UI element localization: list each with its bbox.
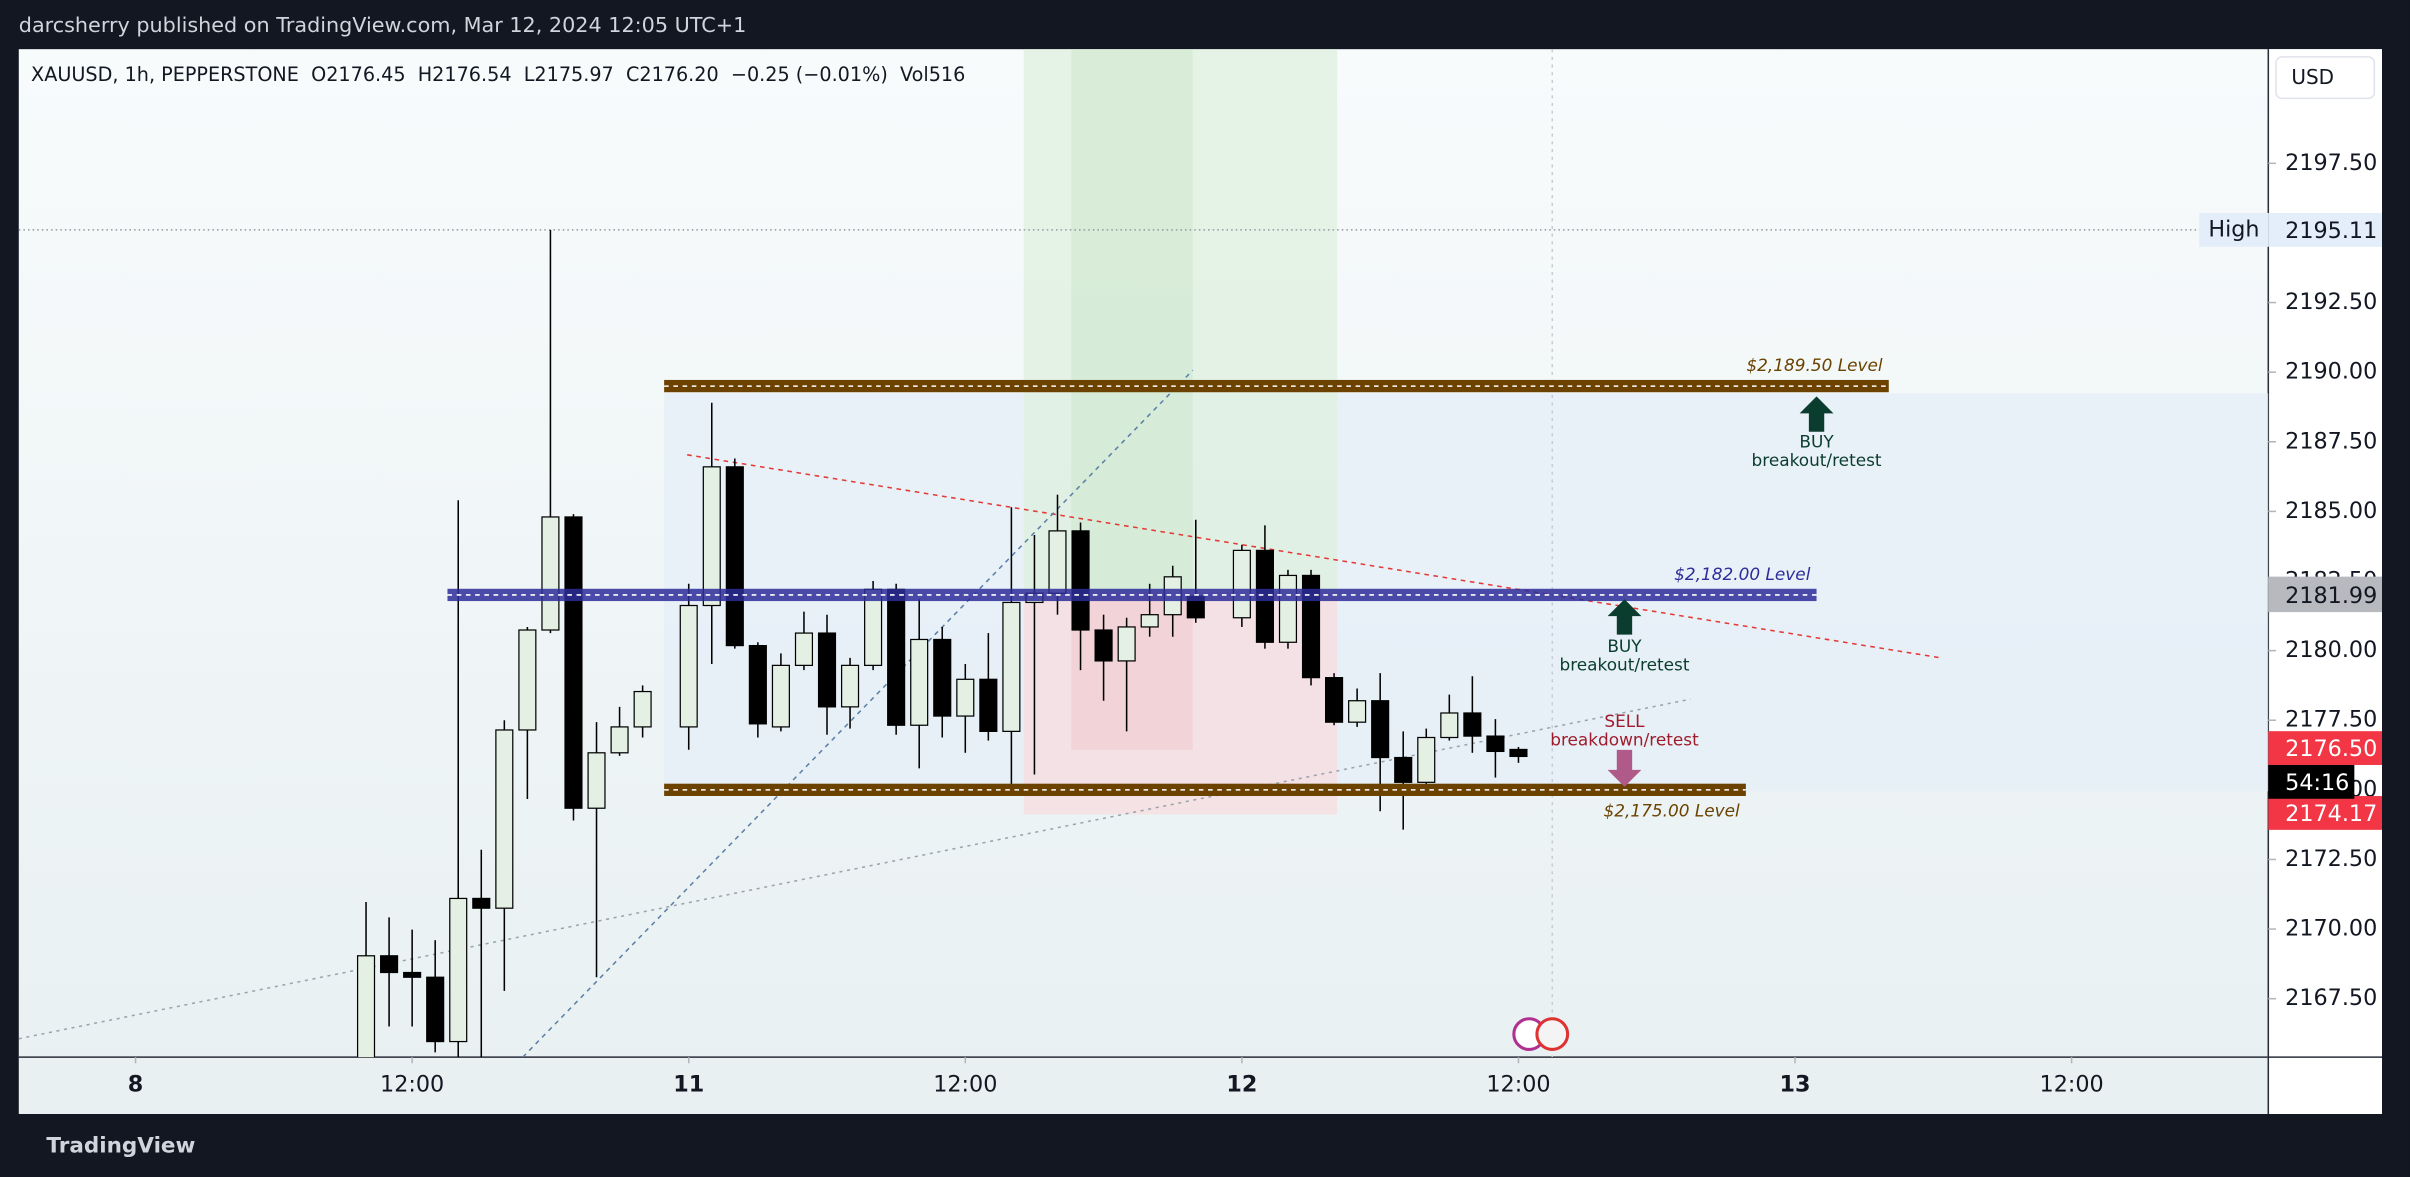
candle-body [518, 629, 537, 731]
candle-body [887, 588, 906, 726]
candle-body [1463, 712, 1482, 737]
price-marker-label: 2174.17 [2285, 801, 2377, 827]
trendline [18, 698, 1691, 1040]
candle-body [1417, 736, 1436, 783]
candle-body [633, 690, 652, 728]
countdown: 54:16 [2285, 770, 2349, 796]
candle-body [1371, 700, 1390, 759]
candle-body [426, 976, 445, 1043]
candle-body [794, 632, 814, 666]
x-tick-label: 12:00 [1486, 1071, 1550, 1097]
candle-body [933, 638, 952, 717]
candle-body [1140, 614, 1159, 628]
price-tag [2199, 212, 2269, 247]
level-label: $2,182.00 Level [1674, 564, 1811, 584]
candle-body [817, 632, 837, 708]
price-marker-label: 2195.11 [2285, 218, 2377, 244]
candle-body [725, 466, 744, 647]
x-tick-label: 8 [128, 1071, 144, 1097]
price-marker [2268, 212, 2382, 247]
price-marker [2268, 578, 2382, 613]
candle-body [1002, 601, 1021, 732]
event-icon [1535, 1017, 1570, 1052]
level-label: $2,175.00 Level [1604, 800, 1741, 820]
x-tick-label: 12:00 [2040, 1071, 2104, 1097]
candle-body [587, 752, 606, 809]
annotation-title: BUY [1607, 636, 1642, 656]
candle-body [910, 638, 929, 726]
price-marker [2268, 731, 2382, 765]
x-tick-label: 11 [673, 1071, 704, 1097]
candle-body [403, 971, 422, 978]
candle-body [1509, 748, 1528, 758]
candle-body [840, 664, 860, 708]
annotation-arrow [1799, 396, 1834, 432]
candle-body [956, 678, 975, 717]
y-tick-label: 2180.00 [2285, 637, 2377, 663]
annotation-text: breakout/retest [1752, 450, 1882, 470]
annotation-arrow [1607, 749, 1642, 787]
candle-body [979, 678, 998, 732]
annotation-title: BUY [1799, 432, 1834, 452]
y-tick-label: 2177.50 [2285, 707, 2377, 733]
level-label: $2,189.50 Level [1746, 355, 1883, 375]
candle-body [1440, 712, 1459, 739]
candle-body [472, 897, 491, 909]
candle-body [1117, 626, 1136, 662]
y-tick-label: 2190.00 [2285, 359, 2377, 385]
annotation-arrow [1607, 599, 1642, 635]
candle-body [1232, 549, 1251, 619]
candle-body [610, 726, 629, 754]
x-tick-label: 13 [1780, 1071, 1811, 1097]
y-tick-label: 2192.50 [2285, 289, 2377, 315]
brand: TradingView [46, 1133, 195, 1158]
y-tick-label: 2167.50 [2285, 985, 2377, 1011]
x-tick-label: 12 [1226, 1071, 1257, 1097]
price-marker-label: 2176.50 [2285, 736, 2377, 762]
candle-body [702, 466, 721, 607]
candle-body [541, 516, 560, 631]
candle-body [1325, 677, 1344, 723]
currency-button[interactable] [2275, 56, 2376, 100]
y-tick-label: 2187.50 [2285, 428, 2377, 454]
annotation-text: breakdown/retest [1550, 730, 1699, 750]
price-marker [2268, 796, 2382, 830]
candle-body [356, 955, 376, 1058]
y-tick-label: 2185.00 [2285, 498, 2377, 524]
candle-body [449, 897, 468, 1043]
currency[interactable]: USD [2291, 65, 2334, 89]
legend: XAUUSD, 1h, PEPPERSTONE O2176.45 H2176.5… [31, 63, 965, 86]
candle-body [771, 664, 790, 728]
x-tick-label: 12:00 [933, 1071, 997, 1097]
price-marker-label: 2181.99 [2285, 583, 2377, 609]
candle-body [1094, 629, 1113, 662]
candle-body [1486, 735, 1505, 753]
candle-body [1394, 756, 1413, 783]
annotation-text: breakout/retest [1559, 654, 1689, 674]
candle-body [748, 644, 767, 725]
price-tag-label: High [2208, 216, 2259, 242]
profit-zone [1071, 49, 1193, 592]
candle-body [1348, 700, 1367, 723]
candle-body [1048, 530, 1067, 594]
level-line [664, 783, 1746, 796]
countdown-box [2268, 764, 2355, 799]
publisher: darcsherry published on TradingView.com,… [19, 13, 747, 37]
event-icons [1512, 1017, 1570, 1052]
y-tick-label: 2170.00 [2285, 916, 2377, 942]
candle-body [380, 955, 399, 974]
y-tick-label: 2197.50 [2285, 150, 2377, 176]
annotation-title: SELL [1604, 711, 1645, 731]
x-tick-label: 12:00 [380, 1071, 444, 1097]
candle-body [1071, 530, 1090, 631]
candle-body [495, 729, 514, 909]
trendline [522, 369, 1194, 1058]
y-tick-label: 2172.50 [2285, 846, 2377, 872]
candle-body [679, 604, 698, 728]
candle-body [564, 516, 583, 809]
candle-body [1278, 574, 1298, 643]
